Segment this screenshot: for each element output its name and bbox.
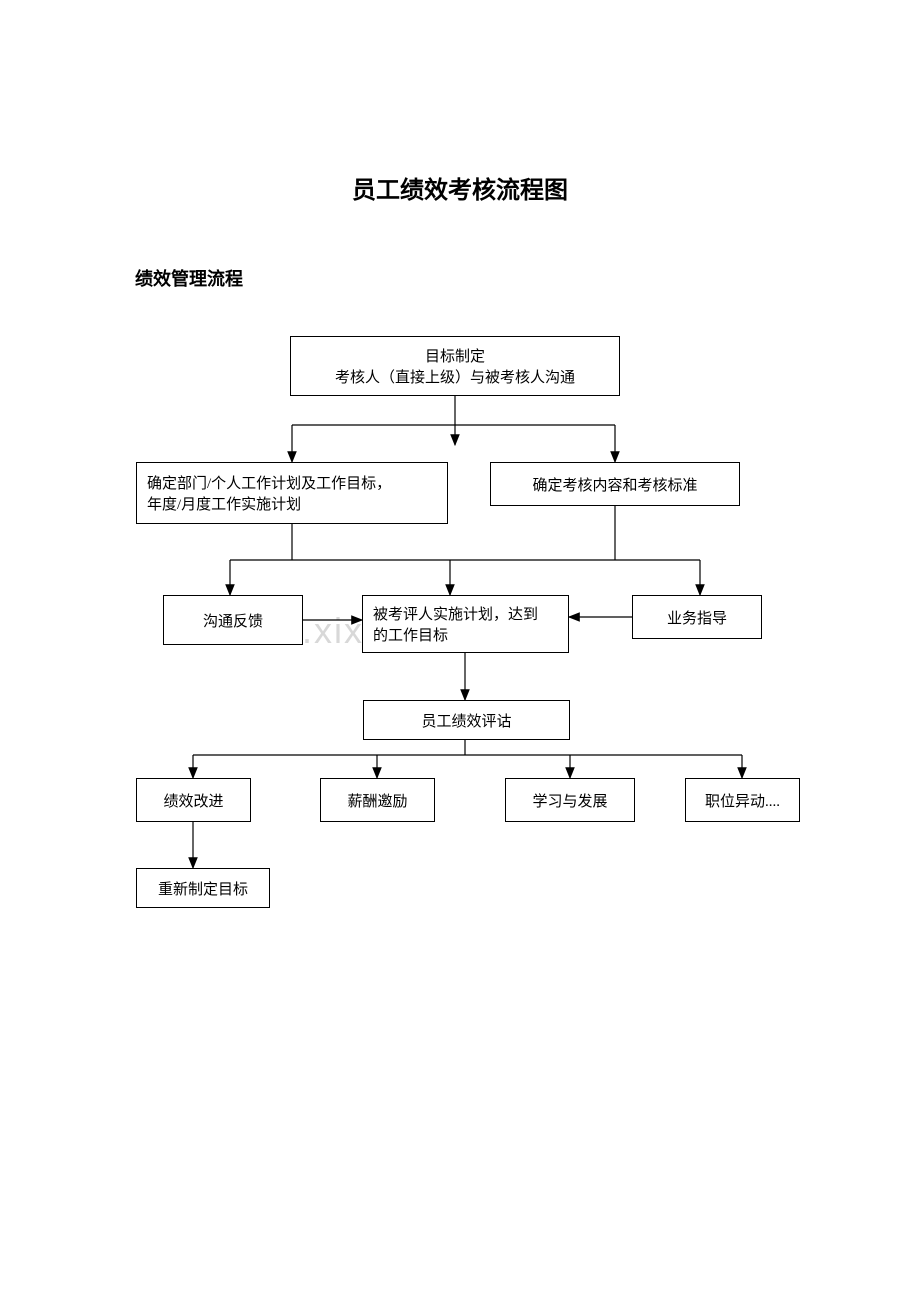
node-position-change: 职位异动.... [685, 778, 800, 822]
node-improvement: 绩效改进 [136, 778, 251, 822]
node-implement-line1: 被考评人实施计划，达到 [373, 603, 538, 624]
node-goal-setting-line1: 目标制定 [335, 345, 575, 366]
node-feedback: 沟通反馈 [163, 595, 303, 645]
node-work-plan: 确定部门/个人工作计划及工作目标， 年度/月度工作实施计划 [136, 462, 448, 524]
node-implement: 被考评人实施计划，达到 的工作目标 [362, 595, 569, 653]
node-goal-setting-line2: 考核人（直接上级）与被考核人沟通 [335, 366, 575, 387]
node-work-plan-line2: 年度/月度工作实施计划 [147, 493, 391, 514]
node-goal-setting: 目标制定 考核人（直接上级）与被考核人沟通 [290, 336, 620, 396]
node-implement-line2: 的工作目标 [373, 624, 538, 645]
node-work-plan-line1: 确定部门/个人工作计划及工作目标， [147, 472, 391, 493]
node-assessment-standard: 确定考核内容和考核标准 [490, 462, 740, 506]
node-guidance: 业务指导 [632, 595, 762, 639]
node-compensation: 薪酬邀励 [320, 778, 435, 822]
node-reset-goal: 重新制定目标 [136, 868, 270, 908]
node-evaluation: 员工绩效评诂 [363, 700, 570, 740]
node-learning: 学习与发展 [505, 778, 635, 822]
